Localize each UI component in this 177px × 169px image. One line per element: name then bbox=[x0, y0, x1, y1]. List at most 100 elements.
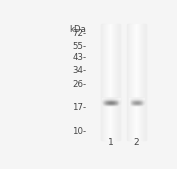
Bar bbox=[118, 102, 119, 103]
Bar bbox=[113, 98, 114, 99]
Bar bbox=[136, 104, 137, 105]
Bar bbox=[111, 98, 112, 99]
Bar bbox=[130, 99, 131, 100]
Bar bbox=[102, 99, 103, 100]
Bar bbox=[138, 101, 139, 102]
Bar bbox=[115, 100, 116, 101]
Bar bbox=[140, 102, 141, 103]
Bar bbox=[130, 100, 131, 101]
Bar bbox=[106, 24, 107, 140]
Bar bbox=[117, 102, 118, 103]
Bar bbox=[114, 98, 115, 99]
Bar bbox=[106, 98, 107, 99]
Bar bbox=[134, 103, 135, 104]
Bar bbox=[107, 101, 108, 102]
Bar bbox=[106, 102, 107, 103]
Bar bbox=[135, 104, 136, 105]
Bar bbox=[112, 24, 113, 140]
Bar bbox=[138, 98, 139, 99]
Bar bbox=[106, 100, 107, 101]
Bar bbox=[141, 102, 142, 103]
Bar bbox=[137, 102, 138, 103]
Bar bbox=[134, 98, 135, 99]
Bar bbox=[115, 99, 116, 100]
Bar bbox=[140, 101, 141, 102]
Bar bbox=[112, 104, 113, 105]
Bar bbox=[103, 24, 104, 140]
Bar bbox=[127, 24, 128, 140]
Bar bbox=[130, 103, 131, 104]
Bar bbox=[118, 99, 119, 100]
Bar bbox=[138, 99, 139, 100]
Bar bbox=[133, 100, 134, 101]
Bar bbox=[116, 104, 117, 105]
Bar bbox=[110, 100, 111, 101]
Bar bbox=[129, 24, 130, 140]
Bar bbox=[114, 102, 115, 103]
Bar bbox=[103, 102, 104, 103]
Bar bbox=[132, 98, 133, 99]
Bar bbox=[138, 104, 139, 105]
Bar bbox=[116, 98, 117, 99]
Bar bbox=[114, 24, 115, 140]
Bar bbox=[110, 24, 111, 140]
Bar bbox=[110, 103, 111, 104]
Bar bbox=[106, 103, 107, 104]
Bar bbox=[142, 103, 143, 104]
Bar bbox=[116, 101, 117, 102]
Bar bbox=[108, 102, 109, 103]
Bar bbox=[118, 101, 119, 102]
Bar bbox=[112, 98, 113, 99]
Bar bbox=[134, 100, 135, 101]
Bar bbox=[117, 101, 118, 102]
Bar bbox=[132, 24, 133, 140]
Bar bbox=[132, 101, 133, 102]
Text: 1: 1 bbox=[108, 138, 113, 147]
Bar bbox=[136, 98, 137, 99]
Bar bbox=[103, 100, 104, 101]
Bar bbox=[139, 104, 140, 105]
Bar bbox=[104, 98, 105, 99]
Bar bbox=[132, 100, 133, 101]
Bar bbox=[113, 103, 114, 104]
Text: 2: 2 bbox=[134, 138, 139, 147]
Bar bbox=[143, 101, 144, 102]
Bar bbox=[113, 102, 114, 103]
Bar bbox=[105, 101, 106, 102]
Bar bbox=[112, 102, 113, 103]
Bar bbox=[117, 24, 118, 140]
Bar bbox=[139, 24, 140, 140]
Bar bbox=[113, 100, 114, 101]
Bar bbox=[136, 102, 137, 103]
Bar bbox=[139, 98, 140, 99]
Bar bbox=[115, 103, 116, 104]
Bar bbox=[130, 104, 131, 105]
Bar bbox=[104, 101, 105, 102]
Bar bbox=[131, 98, 132, 99]
Bar bbox=[131, 103, 132, 104]
Bar bbox=[132, 102, 133, 103]
Bar bbox=[115, 101, 116, 102]
Bar bbox=[118, 100, 119, 101]
Text: kDa: kDa bbox=[70, 25, 87, 34]
Text: 17-: 17- bbox=[72, 103, 87, 112]
Bar bbox=[109, 104, 110, 105]
Bar bbox=[115, 24, 116, 140]
Bar bbox=[102, 101, 103, 102]
Bar bbox=[129, 104, 130, 105]
Bar bbox=[104, 104, 105, 105]
Bar bbox=[142, 99, 143, 100]
Bar bbox=[142, 100, 143, 101]
Bar bbox=[102, 98, 103, 99]
Bar bbox=[135, 102, 136, 103]
Text: 43-: 43- bbox=[72, 53, 87, 62]
Bar bbox=[101, 24, 102, 140]
Bar bbox=[133, 98, 134, 99]
Bar bbox=[109, 24, 110, 140]
Bar bbox=[115, 102, 116, 103]
Bar bbox=[136, 99, 137, 100]
Bar bbox=[136, 24, 137, 140]
Bar bbox=[138, 102, 139, 103]
Bar bbox=[136, 103, 137, 104]
Bar bbox=[131, 102, 132, 103]
